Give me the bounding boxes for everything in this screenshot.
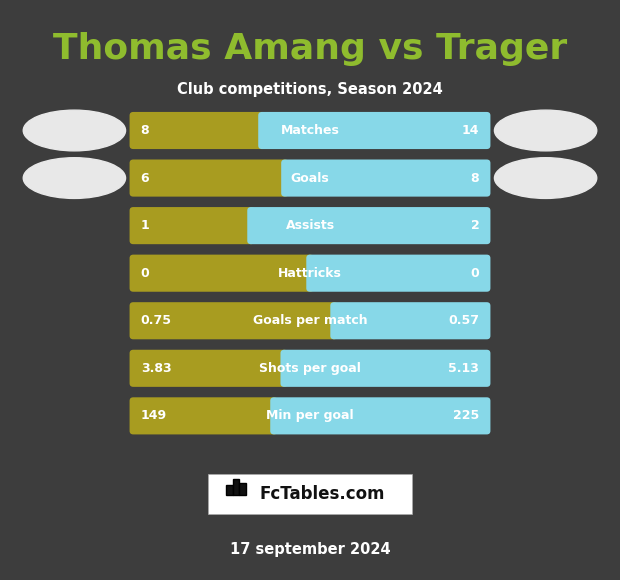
Ellipse shape [495, 110, 596, 151]
Text: Hattricks: Hattricks [278, 267, 342, 280]
FancyBboxPatch shape [239, 483, 246, 495]
Text: Matches: Matches [281, 124, 339, 137]
Text: 8: 8 [471, 172, 479, 184]
FancyBboxPatch shape [226, 485, 233, 495]
Ellipse shape [495, 158, 596, 198]
Text: Club competitions, Season 2024: Club competitions, Season 2024 [177, 82, 443, 97]
FancyBboxPatch shape [130, 255, 314, 292]
FancyBboxPatch shape [208, 474, 412, 514]
Text: 149: 149 [141, 409, 167, 422]
Text: 0: 0 [141, 267, 149, 280]
Text: 6: 6 [141, 172, 149, 184]
FancyBboxPatch shape [130, 160, 289, 197]
FancyBboxPatch shape [306, 255, 490, 292]
FancyBboxPatch shape [258, 112, 490, 149]
Text: FcTables.com: FcTables.com [260, 485, 385, 503]
Text: Goals per match: Goals per match [253, 314, 367, 327]
FancyBboxPatch shape [130, 207, 255, 244]
Text: 1: 1 [141, 219, 149, 232]
FancyBboxPatch shape [130, 112, 265, 149]
FancyBboxPatch shape [130, 350, 288, 387]
Text: 8: 8 [141, 124, 149, 137]
FancyBboxPatch shape [232, 479, 239, 495]
Text: 14: 14 [462, 124, 479, 137]
Text: 225: 225 [453, 409, 479, 422]
Text: 0: 0 [471, 267, 479, 280]
FancyBboxPatch shape [280, 350, 490, 387]
FancyBboxPatch shape [130, 302, 338, 339]
Text: Min per goal: Min per goal [266, 409, 354, 422]
Text: 17 september 2024: 17 september 2024 [229, 542, 391, 557]
Text: 3.83: 3.83 [141, 362, 171, 375]
FancyBboxPatch shape [247, 207, 490, 244]
Ellipse shape [23, 158, 125, 198]
Text: 0.57: 0.57 [448, 314, 479, 327]
Ellipse shape [23, 110, 125, 151]
Text: Shots per goal: Shots per goal [259, 362, 361, 375]
Text: Goals: Goals [291, 172, 329, 184]
FancyBboxPatch shape [281, 160, 490, 197]
FancyBboxPatch shape [270, 397, 490, 434]
Text: 2: 2 [471, 219, 479, 232]
FancyBboxPatch shape [130, 397, 278, 434]
FancyBboxPatch shape [330, 302, 490, 339]
Text: Assists: Assists [285, 219, 335, 232]
Text: 0.75: 0.75 [141, 314, 172, 327]
Text: Thomas Amang vs Trager: Thomas Amang vs Trager [53, 32, 567, 66]
Text: 5.13: 5.13 [448, 362, 479, 375]
